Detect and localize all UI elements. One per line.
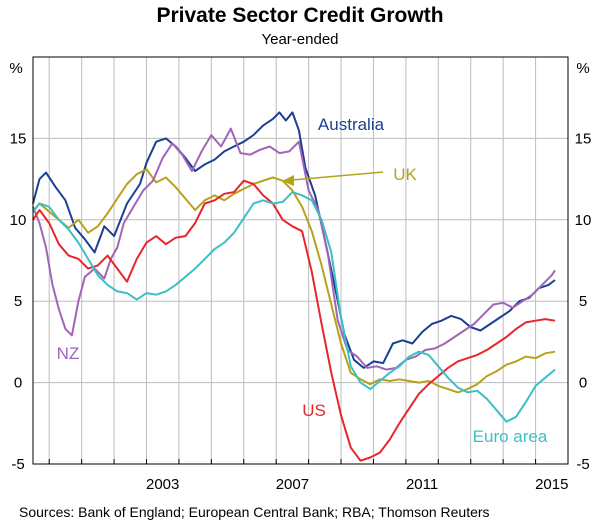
- chart-subtitle: Year-ended: [261, 31, 338, 48]
- series-label-uk: UK: [393, 165, 417, 184]
- x-tick-label: 2011: [406, 476, 438, 493]
- y-tick-label-left: 0: [14, 375, 22, 392]
- series-label-us: US: [302, 401, 326, 420]
- y-axis-unit-left: %: [9, 60, 22, 77]
- y-tick-label-left: 10: [10, 212, 27, 229]
- x-tick-label: 2015: [535, 476, 568, 493]
- y-tick-label-right: 5: [579, 293, 587, 310]
- series-line-uk: [32, 168, 556, 394]
- x-tick-label: 2003: [146, 476, 179, 493]
- y-tick-label-right: 10: [575, 212, 592, 229]
- y-tick-label-left: 5: [14, 293, 22, 310]
- y-tick-label-right: 0: [579, 375, 587, 392]
- y-tick-label-left: 15: [10, 130, 27, 147]
- series-line-euro-area: [32, 191, 556, 423]
- y-tick-label-right: -5: [576, 456, 589, 473]
- y-tick-label-left: -5: [11, 456, 24, 473]
- y-tick-label-right: 15: [575, 130, 592, 147]
- uk-pointer-line: [291, 171, 384, 181]
- plot-frame: [32, 56, 569, 465]
- uk-pointer-arrowhead: [282, 175, 294, 186]
- series-labels: Australia UK NZ US Euro area: [57, 115, 548, 446]
- series-label-nz: NZ: [57, 344, 80, 363]
- series-line-australia: [32, 111, 556, 369]
- series-label-euro-area: Euro area: [473, 427, 548, 446]
- x-tick-label: 2007: [276, 476, 309, 493]
- plot-border: [32, 56, 569, 465]
- series-line-us: [32, 179, 556, 462]
- series-line-nz: [32, 127, 556, 371]
- axis-ticks: -5 -5 0 0 5 5 10 10 15 15 2003 2007 2011 2015: [10, 130, 592, 493]
- gridlines: [33, 57, 568, 464]
- series-label-australia: Australia: [318, 115, 385, 134]
- chart-title: Private Sector Credit Growth: [156, 4, 443, 27]
- y-axis-unit-right: %: [576, 60, 589, 77]
- source-note: Sources: Bank of England; European Centr…: [19, 504, 490, 520]
- series-lines: [32, 111, 556, 462]
